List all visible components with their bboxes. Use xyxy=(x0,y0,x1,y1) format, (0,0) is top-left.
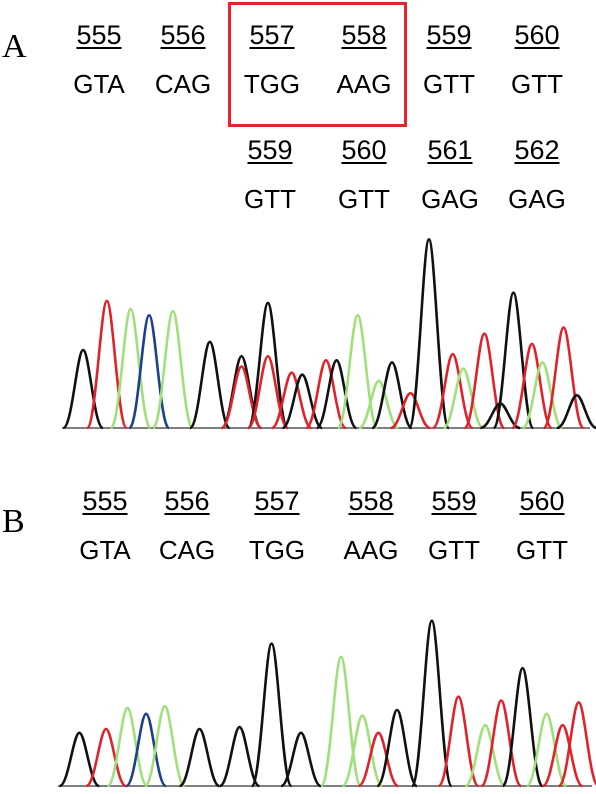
codon-number: 559 xyxy=(247,135,293,165)
chromatogram-peak xyxy=(219,725,261,788)
codon-sequence: GTT xyxy=(423,69,475,99)
chromatogram-peak xyxy=(188,340,231,430)
chromatogram-peak xyxy=(341,714,384,788)
chromatogram-peak xyxy=(390,391,431,430)
codon-number: 555 xyxy=(82,486,128,516)
codon: 557 TGG xyxy=(232,20,312,99)
chromatogram-peak xyxy=(143,704,186,788)
chromatogram-peak xyxy=(106,706,149,788)
chromatogram-panel-a xyxy=(62,238,596,430)
codon-number: 556 xyxy=(160,20,206,50)
codon: 555 GTA xyxy=(59,20,139,99)
codon-number: 556 xyxy=(164,486,210,516)
chromatogram-peak xyxy=(316,359,358,430)
chromatogram-peak xyxy=(510,342,553,430)
codon: 562 GAG xyxy=(497,135,577,214)
chromatogram-peak xyxy=(358,379,400,430)
codon-number: 560 xyxy=(514,20,560,50)
codon-sequence: GAG xyxy=(421,184,479,214)
codon-sequence: GTT xyxy=(338,184,390,214)
codon-number: 561 xyxy=(427,135,473,165)
chromatogram-peak xyxy=(109,307,152,430)
chromatogram-peak xyxy=(521,361,564,430)
codon: 560 GTT xyxy=(502,486,582,565)
chromatogram-peak xyxy=(319,655,363,788)
chromatogram-peak xyxy=(246,354,289,430)
codon-sequence: TGG xyxy=(243,69,301,99)
chromatogram-peak xyxy=(525,712,568,788)
chromatogram-panel-b xyxy=(58,619,596,788)
chromatogram-peak xyxy=(305,359,347,430)
codon-sequence: GTT xyxy=(244,184,296,214)
codon: 558 AAG xyxy=(324,20,404,99)
codon-sequence: GAG xyxy=(508,184,566,214)
codon-number: 558 xyxy=(341,20,387,50)
codon: 555 GTA xyxy=(65,486,145,565)
chromatogram-peak xyxy=(280,731,322,788)
chromatogram-peak xyxy=(178,727,221,788)
chromatogram-peak xyxy=(85,299,128,430)
codon-number: 558 xyxy=(348,486,394,516)
chromatogram-peak xyxy=(556,393,596,430)
chromatogram-peak xyxy=(492,291,535,430)
chromatogram-peak xyxy=(246,301,289,430)
codon: 558 AAG xyxy=(331,486,411,565)
codon-sequence: GTA xyxy=(79,535,131,565)
codon-sequence: AAG xyxy=(336,69,392,99)
codon-number: 560 xyxy=(341,135,387,165)
codon: 559 GTT xyxy=(409,20,489,99)
chromatogram-peak xyxy=(376,708,419,788)
codon: 556 CAG xyxy=(147,486,227,565)
codon-sequence: GTT xyxy=(428,535,480,565)
chromatogram-peak xyxy=(336,313,379,430)
codon: 559 GTT xyxy=(414,486,494,565)
chromatogram-peak xyxy=(62,348,105,430)
codon-sequence: CAG xyxy=(158,535,216,565)
chromatogram-peak xyxy=(128,313,171,430)
chromatogram-peak xyxy=(542,723,584,788)
deletion-highlight-box xyxy=(228,2,407,127)
chromatogram-peak xyxy=(442,367,484,430)
codon: 560 GTT xyxy=(497,20,577,99)
chromatogram-peak xyxy=(480,699,523,788)
chromatogram-peak xyxy=(410,619,453,788)
panel-b-label: B xyxy=(2,503,25,540)
chromatogram-peak xyxy=(125,712,168,788)
codon-sequence: CAG xyxy=(154,69,212,99)
codon-number: 560 xyxy=(519,486,565,516)
codon-sequence: AAG xyxy=(343,535,399,565)
codon: 559 GTT xyxy=(230,135,310,214)
chromatogram-peak xyxy=(250,642,293,788)
codon-sequence: GTA xyxy=(73,69,125,99)
chromatogram-peak xyxy=(85,727,127,788)
codon-sequence: GTT xyxy=(511,69,563,99)
chromatogram-peak xyxy=(370,361,414,430)
panel-a-label: A xyxy=(2,28,27,65)
chromatogram-peak xyxy=(464,723,506,788)
chromatogram-peak xyxy=(281,373,323,430)
codon-number: 559 xyxy=(431,486,477,516)
codon-number: 555 xyxy=(76,20,122,50)
codon: 556 CAG xyxy=(143,20,223,99)
codon-sequence: TGG xyxy=(248,535,306,565)
chromatogram-peak xyxy=(437,695,480,788)
codon-sequence: GTT xyxy=(516,535,568,565)
codon: 560 GTT xyxy=(324,135,404,214)
chromatogram-peak xyxy=(151,309,194,430)
codon-number: 562 xyxy=(514,135,560,165)
chromatogram-peak xyxy=(357,731,399,788)
codon: 561 GAG xyxy=(410,135,490,214)
chromatogram-peak xyxy=(542,326,585,430)
codon-number: 557 xyxy=(249,20,295,50)
codon: 557 TGG xyxy=(237,486,317,565)
chromatogram-peak xyxy=(557,701,596,788)
codon-number: 557 xyxy=(254,486,300,516)
chromatogram-peak xyxy=(407,238,451,430)
chromatogram-peak xyxy=(271,371,313,430)
codon-number: 559 xyxy=(426,20,472,50)
chromatogram-peak xyxy=(431,352,474,430)
